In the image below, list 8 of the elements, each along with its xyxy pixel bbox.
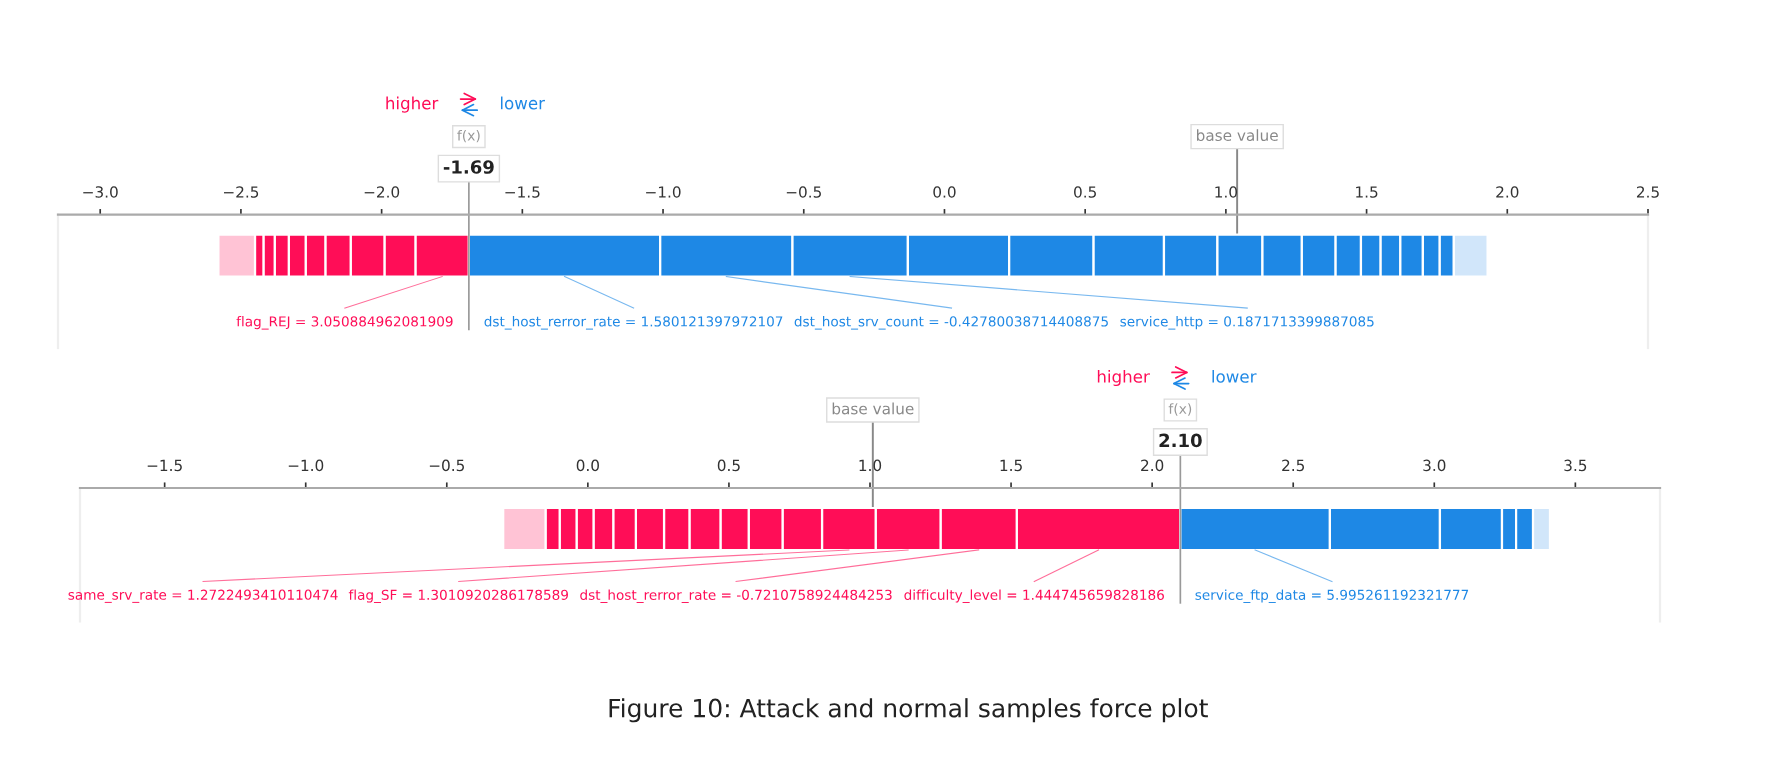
bar — [217, 233, 257, 278]
text: lower — [500, 96, 545, 110]
text: higher — [1097, 369, 1150, 387]
ref-line-label: -1.69 — [443, 160, 494, 174]
ref-line-label: 2.10 — [1159, 433, 1202, 448]
caption: Figure 10: Attack and normal samples force plot — [609, 698, 1208, 723]
text: higher — [386, 96, 439, 113]
text: lower — [1212, 369, 1257, 383]
